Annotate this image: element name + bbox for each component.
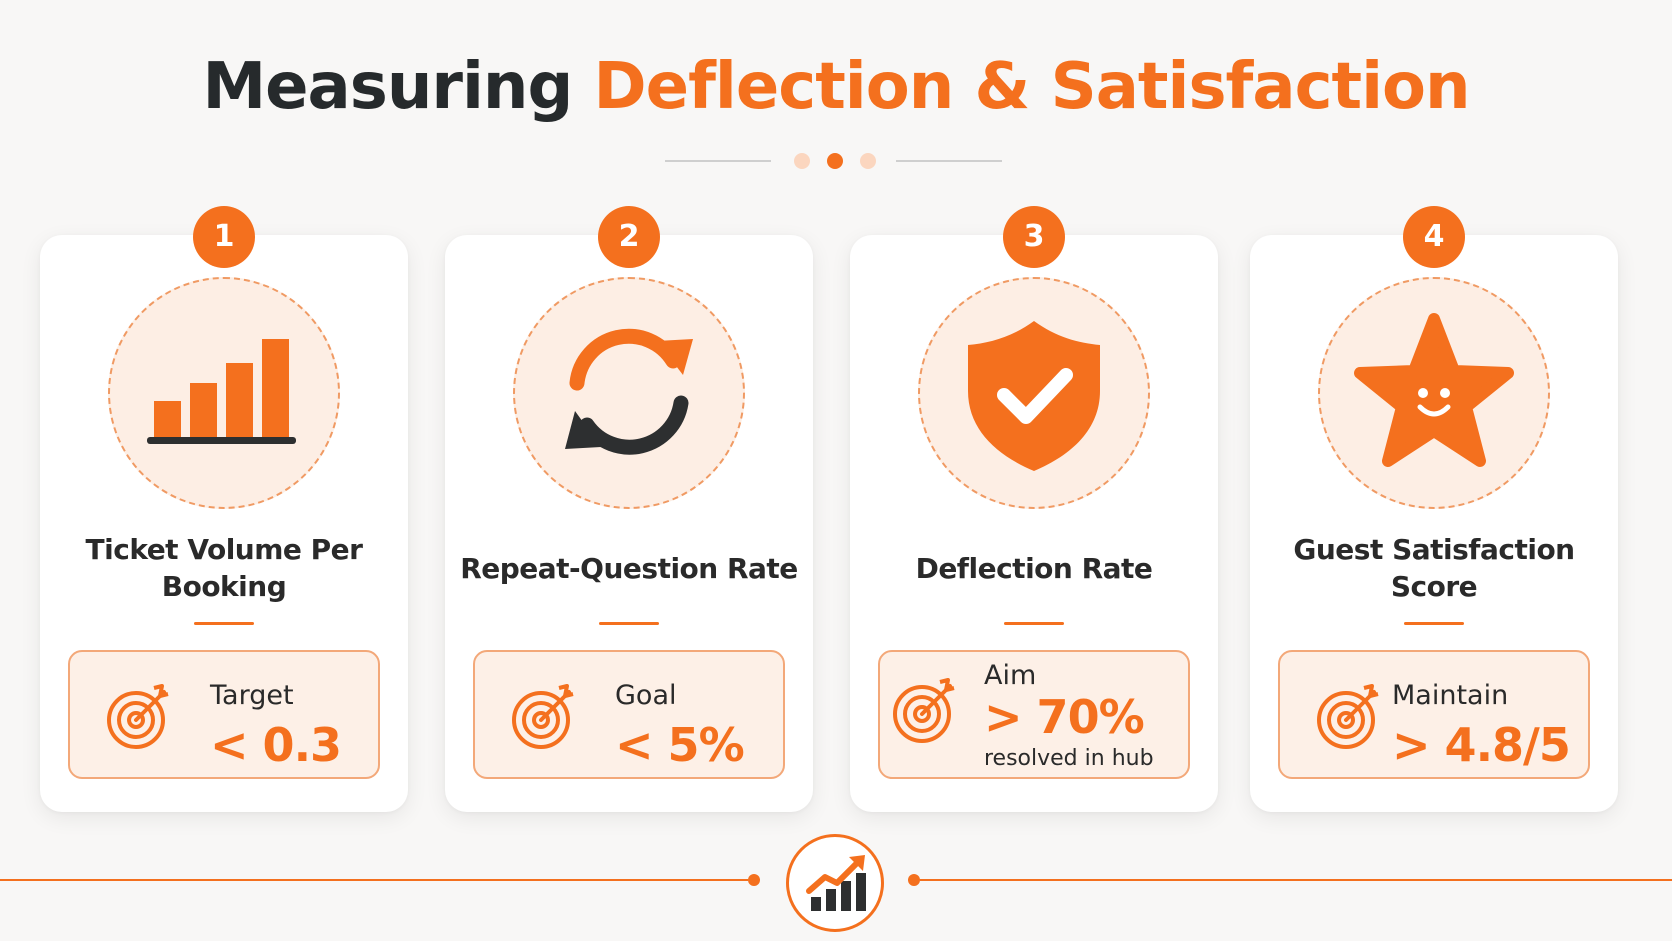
target-icon [512, 684, 574, 749]
target-value: < 5% [615, 718, 745, 772]
target-box: Goal < 5% [473, 650, 785, 779]
footer-line-left [0, 879, 748, 881]
page-title: Measuring Deflection & Satisfaction [0, 42, 1672, 132]
divider-line-left [665, 160, 771, 162]
metric-card-ticket-volume: 1 Ticket Volume Per Booking Target < 0.3 [40, 206, 408, 812]
metric-card-guest-satisfaction: 4 Guest Satisfaction Score Maintain > 4.… [1250, 206, 1618, 812]
title-part-1: Measuring [202, 50, 573, 124]
target-box: Maintain > 4.8/5 [1278, 650, 1590, 779]
target-box: Target < 0.3 [68, 650, 380, 779]
step-badge: 4 [1403, 206, 1465, 268]
target-label: Target [210, 680, 294, 711]
refresh-arrows-icon [513, 277, 745, 509]
title-underline [599, 622, 659, 625]
target-icon [893, 678, 955, 743]
metric-title: Repeat-Question Rate [460, 551, 798, 585]
step-badge: 3 [1003, 206, 1065, 268]
divider-line-right [896, 160, 1002, 162]
metric-card-deflection-rate: 3 Deflection Rate Aim > 70% resolved in … [850, 206, 1218, 812]
title-underline [1004, 622, 1064, 625]
target-label: Maintain [1392, 680, 1509, 711]
footer-line-right [920, 879, 1672, 881]
step-badge: 2 [598, 206, 660, 268]
step-badge: 1 [193, 206, 255, 268]
divider-dot [860, 153, 876, 169]
growth-chart-icon [786, 834, 884, 932]
title-divider [0, 151, 1672, 171]
divider-dot [794, 153, 810, 169]
target-label: Aim [984, 660, 1037, 691]
metric-title: Deflection Rate [915, 551, 1153, 585]
target-value: > 4.8/5 [1392, 718, 1571, 772]
target-icon [1317, 684, 1379, 749]
target-value: < 0.3 [210, 718, 342, 772]
target-value: > 70% [984, 690, 1145, 744]
target-label: Goal [615, 680, 677, 711]
target-icon [107, 684, 169, 749]
title-part-2: Deflection & Satisfaction [593, 50, 1471, 124]
target-box: Aim > 70% resolved in hub [878, 650, 1190, 779]
footer-dot-left [748, 874, 760, 886]
smiling-star-icon [1318, 277, 1550, 509]
title-underline [194, 622, 254, 625]
metric-card-repeat-question: 2 Repeat-Question Rate Goal < 5% [445, 206, 813, 812]
shield-check-icon [918, 277, 1150, 509]
title-underline [1404, 622, 1464, 625]
bar-chart-icon [108, 277, 340, 509]
metric-title: Ticket Volume Per Booking [85, 533, 363, 603]
metric-title: Guest Satisfaction Score [1293, 533, 1575, 603]
divider-dot-active [827, 153, 843, 169]
target-note: resolved in hub [984, 746, 1154, 771]
footer-dot-right [908, 874, 920, 886]
